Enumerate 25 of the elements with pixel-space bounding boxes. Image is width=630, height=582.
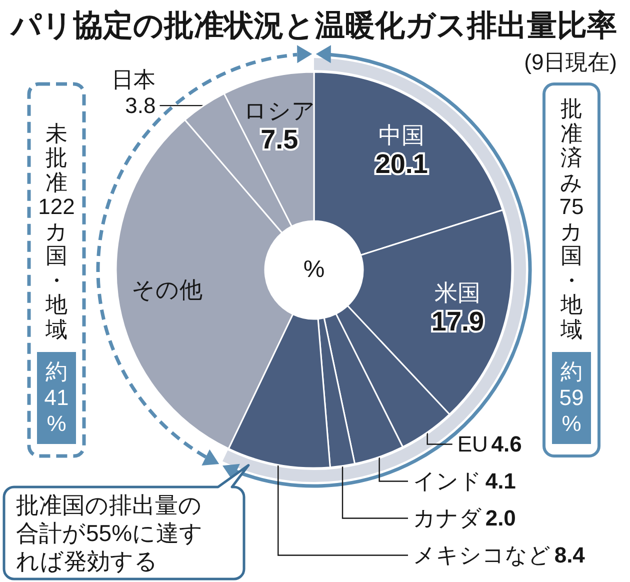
slice-label: インド [413, 468, 482, 494]
data-label: 7.5 [260, 124, 298, 155]
data-label: 4.1 [485, 468, 516, 494]
slice-label: 日本 [112, 67, 156, 92]
data-label: 8.4 [554, 542, 586, 568]
slice-label: カナダ [413, 506, 482, 531]
slice-label: その他 [131, 276, 202, 303]
text: 未批准122カ国・地域 [38, 120, 75, 342]
text: 約41% [37, 352, 76, 444]
data-label: 4.6 [491, 432, 522, 457]
data-label: 2.0 [485, 506, 516, 531]
text: 約59% [552, 352, 591, 444]
text: % [302, 255, 326, 285]
text: 批准国の排出量の合計が55%に達すれば発効する [16, 491, 204, 575]
slice-label: 米国 [434, 279, 481, 306]
text: 批准済み75カ国・地域 [559, 96, 584, 342]
slice-label: EU [457, 432, 488, 457]
slice-label: メキシコなど [413, 542, 551, 568]
data-label: 3.8 [125, 93, 156, 118]
data-label: 17.9 [431, 306, 484, 336]
slice-label: ロシア [243, 98, 316, 124]
chart-title: パリ協定の批准状況と温暖化ガス排出量比率 [9, 8, 617, 42]
slice-label: 中国 [378, 122, 425, 148]
data-label: 20.1 [375, 149, 428, 180]
chart-subtitle: (9日現在) [524, 50, 618, 74]
